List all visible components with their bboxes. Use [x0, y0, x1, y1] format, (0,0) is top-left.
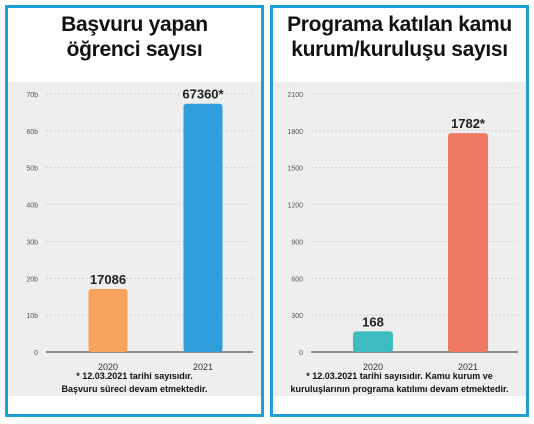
bar [183, 103, 223, 352]
y-tick-label: 1200 [287, 203, 303, 210]
bar-value-label: 1782* [451, 116, 486, 131]
y-tick-label: 1800 [287, 129, 303, 136]
y-tick-label: 40b [26, 203, 38, 210]
y-tick-label: 60b [26, 129, 38, 136]
chart-title: Başvuru yapan öğrenci sayısı [8, 12, 261, 62]
bar-value-label: 17086 [90, 272, 126, 287]
bar [88, 289, 128, 352]
y-tick-label: 70b [26, 92, 38, 99]
chart-title-line: kurum/kuruluşu sayısı [291, 38, 508, 61]
bar [353, 331, 393, 352]
x-tick-label: 2020 [98, 362, 118, 372]
y-tick-label: 30b [26, 239, 38, 246]
footnote-line: * 12.03.2021 tarihi sayısıdır. Kamu kuru… [306, 371, 493, 381]
footnote-line: Başvuru süreci devam etmektedir. [61, 384, 208, 394]
plot-area: 0 300 600 900 1200 1500 1800 2100 168 2020 1782* 20… [273, 82, 526, 396]
y-tick-label: 1500 [287, 166, 303, 173]
x-tick-label: 2020 [363, 362, 383, 372]
x-tick-label: 2021 [458, 362, 478, 372]
chart-title-line: Programa katılan kamu [287, 13, 512, 36]
footnote: * 12.03.2021 tarihi sayısıdır. Kamu kuru… [273, 370, 526, 396]
y-tick-label: 0 [34, 350, 38, 357]
chart-title-line: Başvuru yapan [61, 13, 208, 36]
bar-value-label: 168 [362, 314, 384, 329]
y-tick-label: 600 [291, 276, 303, 283]
chart-panel-left: Başvuru yapan öğrenci sayısı 0 10b 20b 30b 4… [5, 5, 264, 417]
x-tick-label: 2021 [193, 362, 213, 372]
bar-value-label: 67360* [182, 87, 224, 102]
chart-title-line: öğrenci sayısı [66, 38, 203, 61]
y-tick-label: 20b [26, 276, 38, 283]
y-tick-label: 10b [26, 313, 38, 320]
footnote-line: kuruluşlarının programa katılımı devam e… [290, 384, 509, 394]
bar [448, 133, 488, 352]
footnote-line: * 12.03.2021 tarihi sayısıdır. [76, 371, 193, 381]
chart-title: Programa katılan kamu kurum/kuruluşu say… [273, 12, 526, 62]
y-tick-label: 0 [299, 350, 303, 357]
plot-area: 0 10b 20b 30b 40b 50b 60b 70b 17086 2020 67360* 202… [8, 82, 261, 396]
chart-panel-right: Programa katılan kamu kurum/kuruluşu say… [270, 5, 529, 417]
y-tick-label: 2100 [287, 92, 303, 99]
footnote: * 12.03.2021 tarihi sayısıdır. Başvuru s… [8, 370, 261, 396]
y-tick-label: 50b [26, 166, 38, 173]
bar-chart-svg: 0 300 600 900 1200 1500 1800 2100 168 2020 1782* 20… [287, 92, 518, 372]
bar-chart-svg: 0 10b 20b 30b 40b 50b 60b 70b 17086 2020 67360* 202… [26, 87, 253, 372]
y-tick-label: 300 [291, 313, 303, 320]
y-tick-label: 900 [291, 239, 303, 246]
